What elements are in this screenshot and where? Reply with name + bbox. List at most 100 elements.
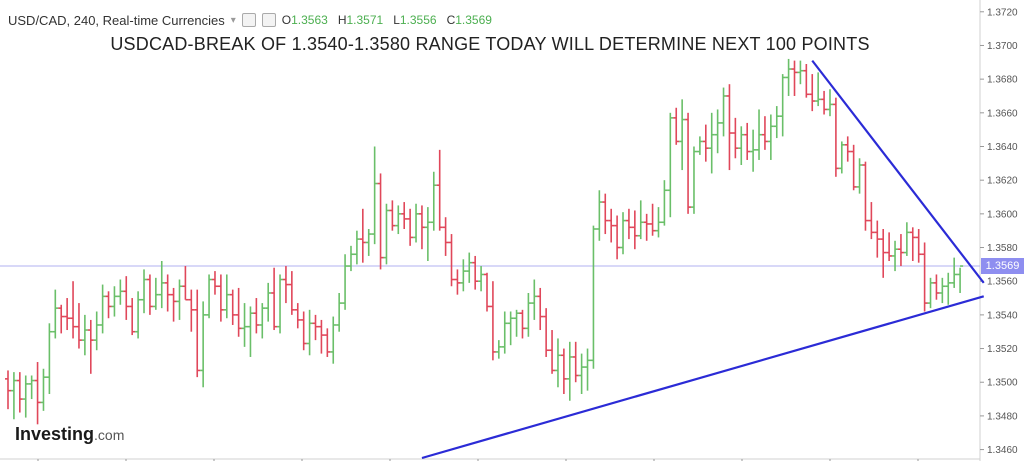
settings-icon[interactable] <box>261 13 276 27</box>
ohlc-bar <box>401 202 408 229</box>
ohlc-bar <box>685 112 692 214</box>
y-tick-label: 1.3580 <box>987 243 1018 254</box>
y-tick-label: 1.3600 <box>987 209 1018 220</box>
ohlc-bar <box>318 319 325 354</box>
ohlc-bar <box>927 277 934 309</box>
ohlc-bar <box>933 274 940 300</box>
ohlc-bar <box>454 269 461 295</box>
ohlc-bar <box>625 208 632 240</box>
ohlc-bar <box>288 271 295 315</box>
ohlc-bar <box>897 234 904 267</box>
ohlc-bar <box>590 225 597 369</box>
ohlc-bar <box>560 348 567 395</box>
ohlc-bar <box>324 328 331 357</box>
ohlc-bar <box>176 279 183 320</box>
ohlc-bar <box>643 213 650 241</box>
chevron-down-icon[interactable]: ▾ <box>230 14 236 26</box>
y-tick-label: 1.3640 <box>987 142 1018 153</box>
ohlc-bar <box>826 89 833 117</box>
ohlc-bar <box>484 272 490 312</box>
ohlc-bar <box>424 207 431 261</box>
y-tick-label: 1.3660 <box>987 108 1018 119</box>
ohlc-bar <box>105 291 112 319</box>
ohlc-bar <box>903 222 910 256</box>
ohlc-bar <box>28 375 35 400</box>
ohlc-bar <box>921 242 928 312</box>
ohlc-bar <box>862 161 869 231</box>
ohlc-bar <box>537 287 544 331</box>
ohlc-bar <box>223 274 230 319</box>
ohlc-bar <box>342 254 349 310</box>
ohlc-low: L1.3556 <box>393 13 437 27</box>
ohlc-bar <box>554 338 561 388</box>
ohlc-bar <box>129 298 136 336</box>
ohlc-bar <box>756 109 763 160</box>
ohlc-bar <box>880 229 887 278</box>
ohlc-bar <box>395 205 402 235</box>
ohlc-bar <box>779 74 786 137</box>
investing-logo: Investing.com <box>15 424 125 444</box>
ohlc-bar <box>383 203 390 265</box>
y-tick-label: 1.3700 <box>987 41 1018 52</box>
ohlc-bar <box>690 146 697 214</box>
ohlc-bar <box>720 87 727 137</box>
ohlc-bar <box>596 190 603 241</box>
ohlc-bar <box>164 274 171 312</box>
ohlc-bar <box>135 291 142 339</box>
ohlc-bar <box>767 114 774 160</box>
resistance-trendline <box>811 59 985 284</box>
eye-icon[interactable] <box>241 13 256 27</box>
ohlc-bar <box>661 180 668 226</box>
ohlc-bar <box>945 272 952 305</box>
ohlc-bar <box>708 112 715 174</box>
ohlc-bar <box>714 109 721 154</box>
ohlc-bar <box>614 215 621 260</box>
ohlc-bar <box>347 245 354 272</box>
ohlc-bar <box>235 287 242 337</box>
ohlc-bar <box>637 200 644 240</box>
ohlc-bar <box>631 210 638 250</box>
ohlc-bar <box>99 284 106 334</box>
ohlc-bar <box>353 230 360 265</box>
ohlc-bar <box>152 277 159 310</box>
ohlc-bar <box>436 149 443 231</box>
ohlc-bar <box>797 60 804 85</box>
ohlc-bar <box>525 292 532 337</box>
ohlc-bar <box>259 303 266 339</box>
ohlc-bar <box>188 289 195 332</box>
ohlc-bar <box>744 122 751 160</box>
ohlc-bar <box>336 292 343 332</box>
ohlc-bar <box>519 309 526 339</box>
ohlc-bar <box>584 348 591 391</box>
ohlc-bar <box>803 63 810 98</box>
ohlc-bar <box>572 341 579 383</box>
ohlc-bar <box>472 255 479 290</box>
ohlc-bar <box>909 227 916 261</box>
ohlc-bar <box>158 260 165 309</box>
ohlc-bar <box>821 90 828 115</box>
ohlc-bar <box>300 311 307 351</box>
ohlc-high: H1.3571 <box>337 13 384 27</box>
ohlc-bar <box>785 58 792 96</box>
ohlc-bar <box>70 281 77 339</box>
ohlc-readout: O1.3563 H1.3571 L1.3556 C1.3569 <box>282 13 492 27</box>
ohlc-bar <box>330 316 337 364</box>
ohlc-bar <box>442 217 449 256</box>
ohlc-bar <box>478 266 485 292</box>
y-tick-label: 1.3520 <box>987 344 1018 355</box>
ohlc-bar <box>81 314 88 356</box>
y-tick-label: 1.3480 <box>987 411 1018 422</box>
ohlc-bar <box>868 202 875 240</box>
ohlc-bar <box>10 372 17 420</box>
ohlc-bar <box>809 74 816 112</box>
symbol-info[interactable]: USD/CAD, 240, Real-time Currencies <box>8 12 225 28</box>
ohlc-bar <box>886 232 893 261</box>
ohlc-open: O1.3563 <box>281 13 328 27</box>
ohlc-bar <box>141 269 148 314</box>
ohlc-bar <box>856 158 863 194</box>
ohlc-bar <box>87 319 94 374</box>
ohlc-bar <box>123 276 130 320</box>
ohlc-bar <box>673 107 680 145</box>
ohlc-bar <box>602 193 609 235</box>
